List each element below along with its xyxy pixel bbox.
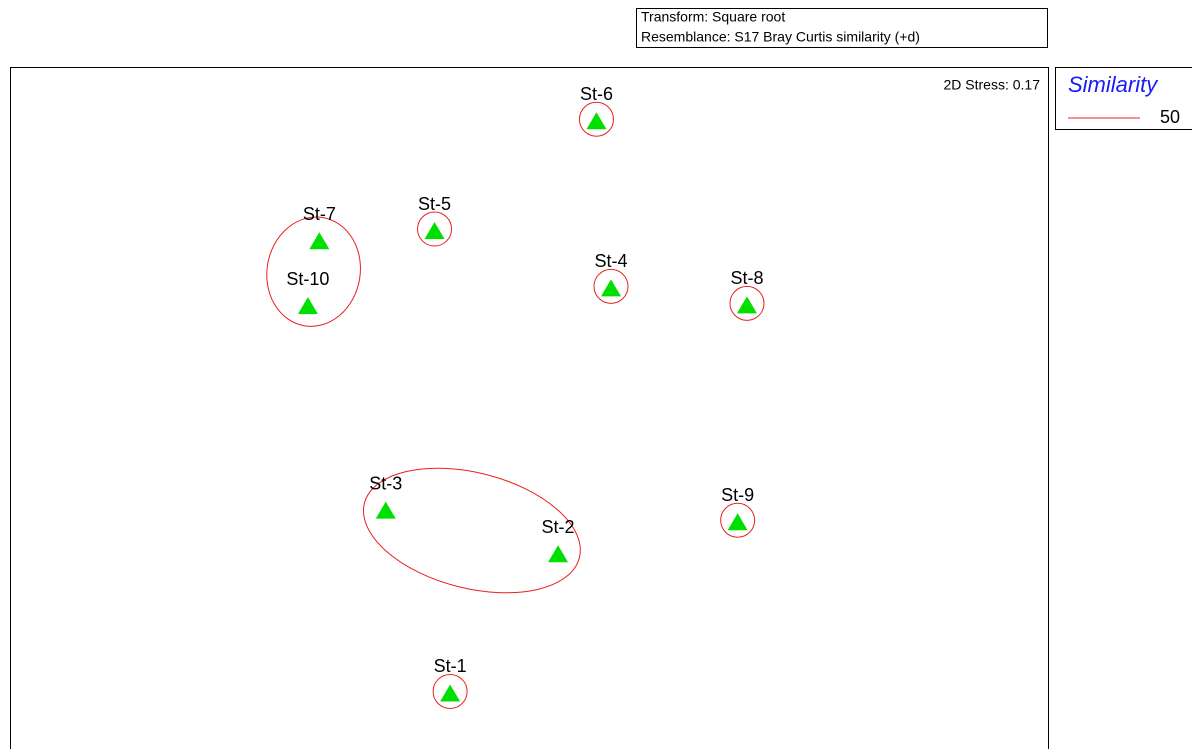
point bbox=[440, 684, 461, 702]
point-label: St-3 bbox=[369, 473, 402, 493]
cluster-outline bbox=[720, 502, 756, 538]
stress-text: 2D Stress: 0.17 bbox=[944, 77, 1041, 93]
point bbox=[309, 232, 330, 250]
point-label: St-9 bbox=[721, 485, 754, 505]
cluster-outline bbox=[417, 211, 453, 247]
point bbox=[586, 112, 607, 130]
plot-frame bbox=[10, 67, 1049, 749]
point-label: St-5 bbox=[418, 194, 451, 214]
cluster-outline bbox=[729, 285, 765, 321]
point-label: St-7 bbox=[303, 204, 336, 224]
cluster-outline bbox=[432, 673, 468, 709]
cluster-outline bbox=[362, 467, 581, 594]
point bbox=[727, 513, 748, 531]
point-label: St-4 bbox=[594, 251, 627, 271]
resemblance-text: Resemblance: S17 Bray Curtis similarity … bbox=[641, 29, 920, 45]
point-label: St-10 bbox=[286, 269, 329, 289]
legend-box bbox=[1055, 67, 1192, 130]
point bbox=[548, 545, 569, 563]
point-label: St-8 bbox=[730, 268, 763, 288]
point-label: St-2 bbox=[542, 517, 575, 537]
legend-title: Similarity bbox=[1068, 72, 1159, 97]
point bbox=[297, 297, 318, 315]
point bbox=[424, 222, 445, 240]
info-box bbox=[636, 8, 1048, 48]
point-label: St-1 bbox=[434, 656, 467, 676]
point-label: St-6 bbox=[580, 84, 613, 104]
point bbox=[601, 279, 622, 297]
legend-label: 50 bbox=[1160, 107, 1180, 127]
transform-text: Transform: Square root bbox=[641, 9, 785, 25]
point bbox=[375, 501, 396, 519]
cluster-outline bbox=[593, 268, 629, 304]
cluster-outline bbox=[578, 101, 614, 137]
cluster-outline bbox=[266, 216, 361, 327]
point bbox=[736, 296, 757, 314]
